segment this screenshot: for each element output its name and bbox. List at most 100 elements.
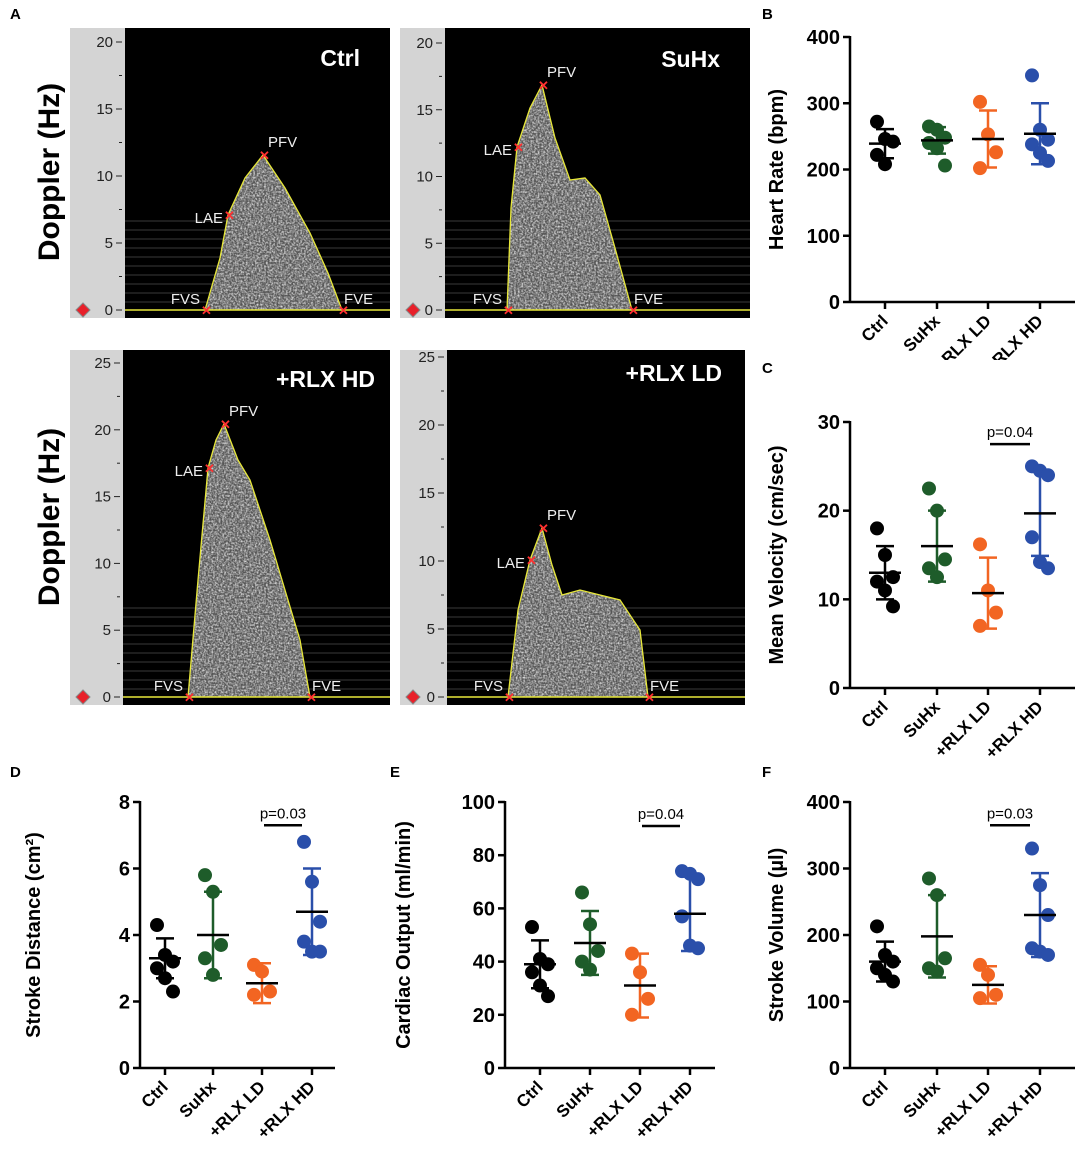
- y-tick-label: 100: [462, 792, 495, 814]
- x-tick-label: SuHx: [553, 1077, 598, 1122]
- marker-cross: ✕: [184, 690, 195, 705]
- series-rlxld: [246, 957, 278, 1005]
- data-point: [981, 583, 995, 598]
- data-point: [922, 481, 936, 496]
- doppler-speckle: [205, 155, 342, 310]
- marker-label-fve: FVE: [312, 678, 341, 695]
- data-point: [158, 971, 172, 986]
- y-tick-label: 8: [119, 792, 130, 814]
- x-tick-label: +RLX LD: [931, 311, 995, 360]
- doppler-envelope-trace: [187, 422, 311, 698]
- chart-C: 0 10 20 30 Mean Velocity (cm/sec) Ctrl SuHx +RL…: [766, 412, 1075, 760]
- data-point: [878, 157, 892, 172]
- marker-label-pfv: PFV: [229, 403, 258, 420]
- y-tick-label: 0: [484, 1058, 495, 1080]
- doppler-ylabel-bottom: Doppler (Hz): [33, 427, 66, 607]
- x-tick-label: +RLX HD: [982, 697, 1047, 760]
- doppler-envelope-trace: [506, 83, 633, 311]
- series-ctrl: [524, 920, 556, 1004]
- x-tick-label: SuHx: [900, 697, 945, 742]
- data-point: [930, 141, 944, 156]
- data-point: [989, 605, 1003, 620]
- marker-label-fvs: FVS: [473, 291, 502, 308]
- marker-cross: ✕: [503, 303, 514, 318]
- marker-cross: ✕: [204, 461, 215, 476]
- doppler-ylabel-top: Doppler (Hz): [33, 82, 66, 262]
- data-point: [973, 161, 987, 176]
- doppler-tick-label: 15: [96, 101, 113, 118]
- data-point: [973, 618, 987, 633]
- marker-label-lae: LAE: [175, 463, 203, 480]
- series-rlxhd: [1024, 841, 1056, 962]
- data-point: [625, 1007, 639, 1022]
- series-rlxhd: [674, 864, 706, 956]
- axis-strip: [70, 28, 125, 318]
- series-rlxld: [972, 537, 1004, 633]
- x-tick-label: Ctrl: [858, 1077, 892, 1111]
- doppler-tick-label: 15: [416, 102, 433, 119]
- y-tick-label: 20: [818, 501, 840, 523]
- y-axis-label: Mean Velocity (cm/sec): [766, 446, 788, 665]
- series-rlxhd: [296, 834, 328, 959]
- y-tick-label: 40: [473, 952, 495, 974]
- data-point: [263, 984, 277, 999]
- marker-label-fvs: FVS: [474, 678, 503, 695]
- data-point: [591, 943, 605, 958]
- data-point: [878, 583, 892, 598]
- marker-label-fve: FVE: [344, 291, 373, 308]
- marker-label-fve: FVE: [650, 678, 679, 695]
- data-point: [255, 964, 269, 979]
- y-tick-label: 300: [807, 859, 840, 881]
- marker-cross: ✕: [628, 303, 639, 318]
- data-point: [981, 967, 995, 982]
- x-tick-label: SuHx: [900, 1077, 945, 1122]
- doppler-speckle: [508, 528, 648, 697]
- y-tick-label: 100: [807, 226, 840, 248]
- red-diamond-icon: [75, 689, 91, 705]
- marker-label-lae: LAE: [484, 142, 512, 159]
- data-point: [583, 917, 597, 932]
- data-point: [583, 962, 597, 977]
- series-rlxhd: [1024, 68, 1056, 168]
- p-value-label: p=0.04: [638, 806, 684, 823]
- series-rlxld: [972, 94, 1004, 176]
- panel-letter-d: D: [10, 764, 21, 781]
- data-point: [973, 94, 987, 109]
- y-tick-label: 200: [807, 160, 840, 182]
- x-tick-label: SuHx: [176, 1077, 221, 1122]
- doppler-envelope-trace: [507, 525, 649, 698]
- data-point: [206, 967, 220, 982]
- marker-cross: ✕: [220, 417, 231, 432]
- doppler-tick-label: 5: [103, 622, 111, 639]
- marker-label-pfv: PFV: [547, 507, 576, 524]
- data-point: [1025, 530, 1039, 545]
- panel-letter-a: A: [10, 6, 21, 23]
- data-point: [1041, 947, 1055, 962]
- marker-label-fve: FVE: [634, 291, 663, 308]
- doppler-tick-label: 20: [416, 35, 433, 52]
- series-ctrl: [869, 919, 901, 989]
- data-point: [886, 974, 900, 989]
- axis-strip: [400, 350, 447, 705]
- data-point: [922, 561, 936, 576]
- doppler-tick-label: 25: [94, 355, 111, 372]
- marker-label-pfv: PFV: [547, 64, 576, 81]
- doppler-title: +RLX LD: [626, 360, 722, 386]
- y-tick-label: 300: [807, 93, 840, 115]
- p-value-label: p=0.04: [987, 424, 1033, 441]
- data-point: [625, 946, 639, 961]
- x-tick-label: Ctrl: [513, 1077, 547, 1111]
- doppler-title: SuHx: [661, 46, 720, 72]
- x-tick-label: SuHx: [900, 311, 945, 356]
- marker-label-fvs: FVS: [171, 291, 200, 308]
- marker-cross: ✕: [224, 208, 235, 223]
- data-point: [1025, 68, 1039, 83]
- data-point: [313, 944, 327, 959]
- series-suhx: [197, 868, 229, 982]
- data-point: [691, 941, 705, 956]
- data-point: [533, 978, 547, 993]
- doppler-speckle: [188, 424, 310, 697]
- marker-cross: ✕: [526, 553, 537, 568]
